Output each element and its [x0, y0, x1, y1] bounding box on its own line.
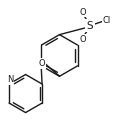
Text: O: O	[79, 35, 86, 44]
Text: N: N	[7, 75, 13, 84]
Text: O: O	[39, 59, 46, 68]
Text: Cl: Cl	[102, 16, 111, 25]
Text: O: O	[79, 8, 86, 16]
Text: S: S	[87, 21, 93, 31]
